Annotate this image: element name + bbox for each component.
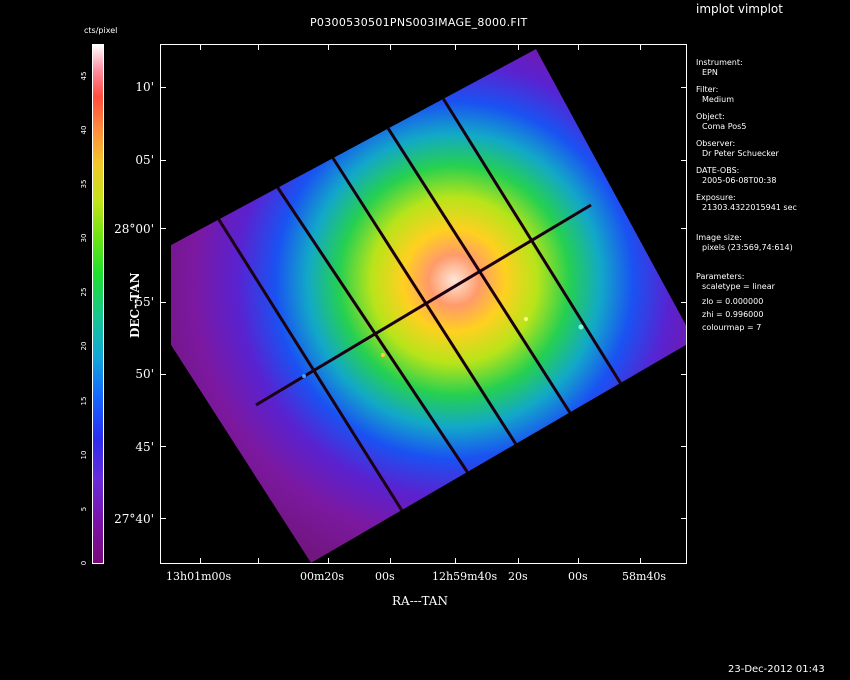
colorbar-title: cts/pixel <box>84 26 118 35</box>
colorbar-gradient <box>93 45 103 563</box>
info-key: DATE-OBS: <box>696 166 740 175</box>
x-tick-mark <box>578 558 579 564</box>
x-tick-label: 12h59m40s <box>432 570 498 583</box>
colorbar-tick-label: 45 <box>80 71 88 80</box>
colorbar-tick-label: 40 <box>80 125 88 135</box>
y-tick-mark <box>681 160 687 161</box>
info-value: 2005-06-08T00:38 <box>702 176 777 185</box>
x-tick-mark <box>518 558 519 564</box>
y-tick-label: 50' <box>135 367 154 381</box>
x-tick-label: 58m40s <box>622 570 667 583</box>
x-tick-label: 20s <box>508 570 528 583</box>
info-key: Object: <box>696 112 725 121</box>
info-entry: DATE-OBS: 2005-06-08T00:38 <box>696 166 776 186</box>
y-tick-mark <box>160 228 166 229</box>
x-tick-mark <box>455 558 456 564</box>
info-entry: zlo = 0.000000 <box>696 297 763 307</box>
info-value: EPN <box>702 68 718 77</box>
image-plot[interactable] <box>160 44 687 564</box>
x-tick-mark <box>200 44 201 50</box>
colorbar-tick-label: 10 <box>80 450 88 460</box>
info-entry: zhi = 0.996000 <box>696 310 763 320</box>
info-entry: Observer: Dr Peter Schuecker <box>696 139 779 159</box>
info-entry: Instrument: EPN <box>696 58 743 78</box>
x-tick-label: 00s <box>568 570 588 583</box>
colorbar-tick-label: 15 <box>80 396 88 405</box>
info-value: 21303.4322015941 sec <box>702 203 797 212</box>
colorbar-tick-label: 25 <box>80 287 88 297</box>
point-sources <box>302 317 584 378</box>
info-key: Image size: <box>696 233 742 242</box>
info-key: Filter: <box>696 85 719 94</box>
colorbar-tick-label: 30 <box>80 233 88 243</box>
app-title: implot vimplot <box>696 2 783 16</box>
info-entry: Filter: Medium <box>696 85 734 105</box>
x-tick-label: 00m20s <box>300 570 345 583</box>
chip-gaps <box>214 94 633 526</box>
y-tick-label: 55' <box>135 295 154 309</box>
x-tick-mark <box>390 558 391 564</box>
y-tick-label: 45' <box>135 440 154 454</box>
x-tick-label: 00s <box>375 570 395 583</box>
x-tick-mark <box>258 44 259 50</box>
x-tick-mark <box>390 44 391 50</box>
info-entry: Parameters: scaletype = linear <box>696 272 775 292</box>
x-tick-mark <box>328 558 329 564</box>
y-tick-mark <box>681 518 687 519</box>
info-value: zlo = 0.000000 <box>702 297 764 306</box>
x-axis-label: RA---TAN <box>392 594 448 608</box>
x-tick-label: 13h01m00s <box>166 570 232 583</box>
y-tick-mark <box>160 160 166 161</box>
x-tick-mark <box>518 44 519 50</box>
colorbar-tick-label: 0 <box>80 560 88 566</box>
info-entry: Exposure: 21303.4322015941 sec <box>696 193 797 213</box>
x-tick-mark <box>640 44 641 50</box>
y-tick-mark <box>681 374 687 375</box>
info-entry: Object: Coma Pos5 <box>696 112 746 132</box>
colorbar-tick-label: 20 <box>80 341 88 351</box>
info-value: colourmap = 7 <box>702 323 762 332</box>
info-key: Observer: <box>696 139 736 148</box>
y-tick-mark <box>681 302 687 303</box>
info-entry: Image size: pixels (23:569,74:614) <box>696 233 793 253</box>
colorbar <box>92 44 104 564</box>
info-value: Coma Pos5 <box>702 122 747 131</box>
y-tick-label: 27°40' <box>114 512 154 526</box>
x-tick-mark <box>200 558 201 564</box>
y-tick-mark <box>681 87 687 88</box>
x-tick-mark <box>640 558 641 564</box>
info-value: zhi = 0.996000 <box>702 310 764 319</box>
y-tick-mark <box>160 518 166 519</box>
x-tick-mark <box>578 44 579 50</box>
x-tick-mark <box>258 558 259 564</box>
info-value: Medium <box>702 95 734 104</box>
y-tick-mark <box>160 87 166 88</box>
colorbar-tick-label: 35 <box>80 179 88 189</box>
info-key: Instrument: <box>696 58 743 67</box>
y-tick-label: 28°00' <box>114 222 154 236</box>
info-value: Dr Peter Schuecker <box>702 149 779 158</box>
y-tick-mark <box>160 446 166 447</box>
detector-image <box>171 49 686 563</box>
info-value: pixels (23:569,74:614) <box>702 243 793 252</box>
y-tick-mark <box>681 228 687 229</box>
y-tick-mark <box>160 302 166 303</box>
info-key: Exposure: <box>696 193 736 202</box>
image-canvas <box>171 49 686 563</box>
x-tick-mark <box>328 44 329 50</box>
info-key: Parameters: <box>696 272 745 281</box>
plot-title: P0300530501PNS003IMAGE_8000.FIT <box>310 16 528 29</box>
x-tick-mark <box>455 44 456 50</box>
y-tick-mark <box>681 446 687 447</box>
y-tick-label: 10' <box>135 80 154 94</box>
info-entry: colourmap = 7 <box>696 323 761 333</box>
colorbar-tick-label: 5 <box>80 506 88 512</box>
y-tick-mark <box>160 374 166 375</box>
info-value: scaletype = linear <box>702 282 775 291</box>
timestamp: 23-Dec-2012 01:43 <box>728 664 825 675</box>
y-tick-label: 05' <box>135 153 154 167</box>
